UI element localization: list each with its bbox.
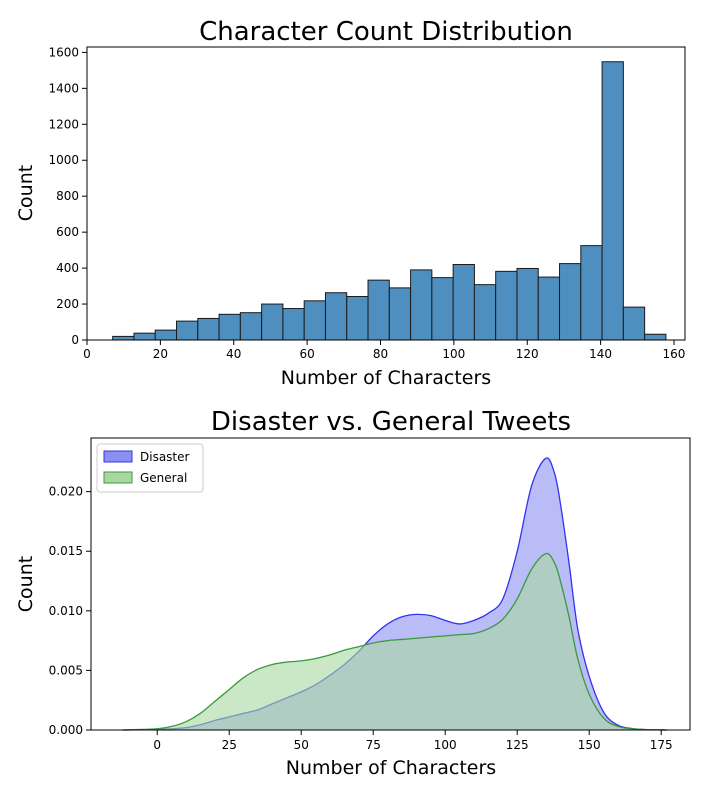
chart2-y-axis-label: Count xyxy=(15,556,37,612)
chart2-x-axis-label: Number of Characters xyxy=(286,757,496,779)
chart1-y-tick-label-7: 1400 xyxy=(48,81,79,95)
chart2-x-tick-label-2: 50 xyxy=(294,738,309,752)
chart2-y-tick-label-1: 0.005 xyxy=(49,663,83,677)
histogram-bar-22 xyxy=(559,263,582,341)
chart2-x-tick-label-5: 125 xyxy=(506,738,529,752)
histogram-bar-13 xyxy=(367,279,390,341)
chart1-y-tick-label-1: 200 xyxy=(56,297,79,311)
histogram-bar-2 xyxy=(133,332,156,341)
chart1-x-tick-label-2: 40 xyxy=(226,347,241,361)
chart1-x-tick-label-6: 120 xyxy=(516,347,539,361)
chart1-y-tick-label-0: 0 xyxy=(71,333,79,347)
chart2-x-tick-label-1: 25 xyxy=(222,738,237,752)
chart1-x-tick-label-4: 80 xyxy=(373,347,388,361)
histogram-bar-17 xyxy=(452,264,475,341)
histogram-bar-6 xyxy=(218,313,241,341)
chart2-x-ticks: 0 25 50 75 100 125 150 175 xyxy=(153,730,673,752)
chart2-plot-frame xyxy=(90,437,691,731)
histogram-bar-25 xyxy=(622,306,646,341)
chart2-y-ticks: 0.000 0.005 0.010 0.015 0.020 xyxy=(49,485,91,737)
histogram-bar-7 xyxy=(239,312,263,341)
chart1-y-tick-label-6: 1200 xyxy=(48,117,79,131)
chart2-legend: Disaster General xyxy=(96,443,204,493)
legend-label-general: General xyxy=(140,471,187,485)
chart1-x-tick-label-8: 160 xyxy=(663,347,686,361)
histogram-bar-10 xyxy=(303,300,326,341)
histogram-bar-9 xyxy=(282,308,305,341)
chart1-x-tick-label-0: 0 xyxy=(83,347,91,361)
chart2-title: Disaster vs. General Tweets xyxy=(211,407,571,437)
kde-area-general xyxy=(122,553,667,730)
chart1-x-ticks: 0 20 40 60 80 100 120 140 160 xyxy=(83,340,685,361)
chart2-x-tick-label-4: 100 xyxy=(434,738,457,752)
chart1-title: Character Count Distribution xyxy=(199,17,573,47)
chart1-y-tick-label-4: 800 xyxy=(56,189,79,203)
histogram-bar-16 xyxy=(431,277,454,341)
histogram-bar-1 xyxy=(112,335,135,341)
chart2-x-tick-label-3: 75 xyxy=(366,738,381,752)
histogram-bar-5 xyxy=(197,317,220,341)
chart2-y-tick-label-2: 0.010 xyxy=(49,604,83,618)
chart1-y-axis-label: Count xyxy=(15,165,37,221)
chart2-x-tick-label-0: 0 xyxy=(153,738,161,752)
legend-swatch-general xyxy=(103,471,133,484)
histogram-bar-4 xyxy=(176,320,199,341)
chart1-x-tick-label-3: 60 xyxy=(299,347,314,361)
histogram-bar-18 xyxy=(473,284,497,341)
legend-label-disaster: Disaster xyxy=(140,450,190,464)
histogram-bar-23 xyxy=(580,245,603,341)
chart1-x-tick-label-7: 140 xyxy=(589,347,612,361)
chart1-x-axis-label: Number of Characters xyxy=(281,367,491,389)
histogram-bar-26 xyxy=(644,333,667,341)
kde-chart: Disaster vs. General Tweets 0 25 50 75 100 12… xyxy=(15,407,691,779)
kde-line-general xyxy=(122,552,667,731)
histogram-chart: Character Count Distribution 0 20 40 60 80 10… xyxy=(15,17,686,389)
chart1-y-ticks: 0 200 400 600 800 1000 1200 1400 1600 xyxy=(48,45,87,347)
chart2-x-tick-label-7: 175 xyxy=(650,738,673,752)
chart1-y-tick-label-5: 1000 xyxy=(48,153,79,167)
histogram-bar-19 xyxy=(495,270,518,341)
chart2-y-tick-label-4: 0.020 xyxy=(49,485,83,499)
chart1-y-tick-label-2: 400 xyxy=(56,261,79,275)
histogram-bar-8 xyxy=(261,303,284,341)
kde-areas xyxy=(122,457,667,731)
histogram-bar-11 xyxy=(324,292,348,341)
histogram-bar-12 xyxy=(346,295,369,341)
histogram-bar-20 xyxy=(516,267,539,341)
chart1-x-tick-label-1: 20 xyxy=(153,347,168,361)
chart2-y-tick-label-0: 0.000 xyxy=(49,723,83,737)
chart1-y-tick-label-3: 600 xyxy=(56,225,79,239)
chart2-y-tick-label-3: 0.015 xyxy=(49,544,83,558)
histogram-bar-21 xyxy=(537,276,561,341)
legend-swatch-disaster xyxy=(103,450,133,463)
chart1-plot-frame xyxy=(86,46,686,341)
histogram-bar-3 xyxy=(154,329,178,341)
chart1-y-tick-label-8: 1600 xyxy=(48,45,79,59)
chart2-x-tick-label-6: 150 xyxy=(578,738,601,752)
histogram-bar-15 xyxy=(410,269,433,341)
histogram-bar-24 xyxy=(601,61,624,341)
histogram-bar-14 xyxy=(388,287,412,341)
chart1-x-tick-label-5: 100 xyxy=(442,347,465,361)
